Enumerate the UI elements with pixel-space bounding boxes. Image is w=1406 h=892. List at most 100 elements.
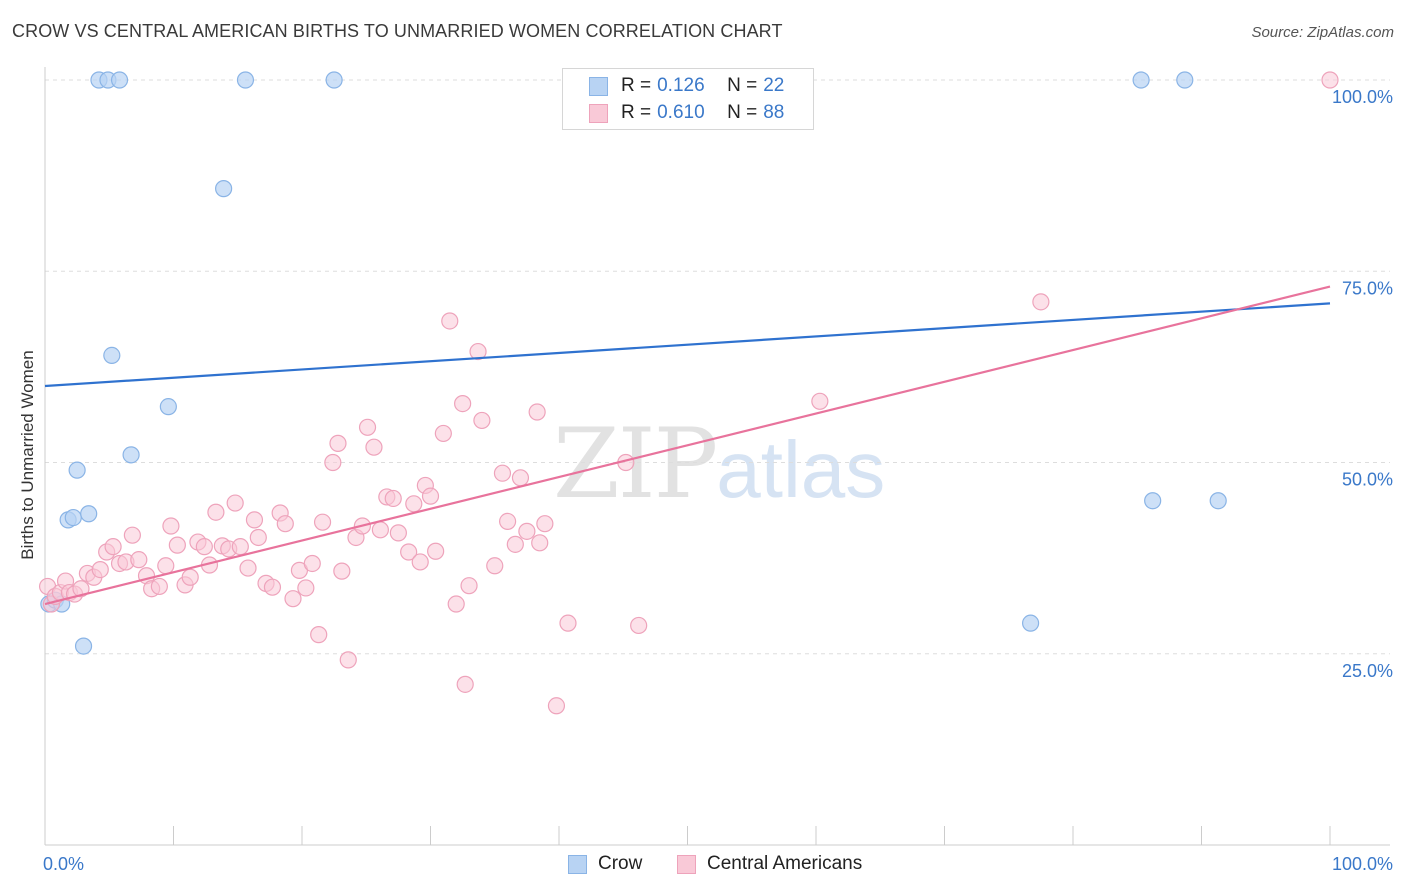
y-tick-label: 100.0% xyxy=(1332,87,1393,107)
central-point xyxy=(511,469,530,487)
central-point xyxy=(469,342,487,361)
central-point xyxy=(162,517,180,535)
series-legend-central: Central Americans xyxy=(677,852,862,876)
crow-point xyxy=(1209,492,1227,510)
central-point xyxy=(150,577,168,596)
crow-point xyxy=(122,446,140,464)
central-point xyxy=(207,503,225,521)
tick-label-layer: 25.0% 50.0% 75.0% 100.0% 0.0% 100.0% xyxy=(43,87,1393,874)
central-point xyxy=(447,595,465,613)
central-point xyxy=(536,515,554,533)
crow-n-value: 22 xyxy=(763,75,785,96)
crow-legend-swatch xyxy=(568,854,587,874)
y-tick-label: 75.0% xyxy=(1342,278,1393,298)
crow-point xyxy=(80,505,98,523)
central-point xyxy=(157,557,175,575)
central-r-label: R = xyxy=(621,102,652,123)
central-point xyxy=(313,513,332,531)
crow-point xyxy=(1144,492,1162,510)
central-point xyxy=(310,626,328,644)
crow-r-label: R = xyxy=(621,75,652,96)
watermark-zip: ZIP xyxy=(553,408,718,520)
central-point xyxy=(226,494,244,512)
central-point xyxy=(421,487,440,505)
watermark: ZIPatlas xyxy=(553,408,885,520)
central-point xyxy=(329,434,347,452)
axis-layer xyxy=(44,67,1390,846)
crow-trend-line xyxy=(44,302,1331,388)
central-legend-label: Central Americans xyxy=(707,853,863,874)
crow-r-value: 0.126 xyxy=(657,75,705,96)
central-n-label: N = xyxy=(727,102,758,123)
central-point xyxy=(473,411,491,430)
crow-point xyxy=(1021,614,1040,632)
crow-swatch xyxy=(589,76,608,96)
central-point xyxy=(1032,293,1050,311)
crow-point xyxy=(236,71,255,89)
central-point xyxy=(630,616,648,635)
central-point xyxy=(506,535,524,553)
central-point xyxy=(456,675,474,693)
crow-point xyxy=(64,508,82,527)
crow-point xyxy=(1176,71,1194,89)
central-point xyxy=(499,512,517,531)
central-point xyxy=(547,697,566,715)
central-point xyxy=(400,543,418,561)
central-swatch xyxy=(589,103,608,123)
source-label: Source: ZipAtlas.com xyxy=(1251,24,1394,41)
central-point xyxy=(486,557,504,575)
central-trend-line xyxy=(44,285,1331,606)
crow-point xyxy=(159,398,177,416)
central-point xyxy=(239,559,257,577)
central-point xyxy=(249,528,267,547)
central-point xyxy=(460,577,478,595)
central-point xyxy=(358,418,377,436)
trend-layer xyxy=(44,285,1331,606)
central-point xyxy=(324,453,342,472)
central-point xyxy=(389,524,407,542)
central-point xyxy=(531,534,549,552)
central-point xyxy=(811,392,829,410)
crow-point xyxy=(215,180,233,198)
crow-point xyxy=(103,346,121,364)
central-point xyxy=(559,614,577,632)
central-point xyxy=(441,312,459,330)
central-point xyxy=(434,424,452,443)
central-point xyxy=(384,489,402,508)
central-point xyxy=(91,560,109,579)
central-point xyxy=(365,438,383,456)
y-tick-label: 50.0% xyxy=(1342,470,1393,490)
x-tick-label: 0.0% xyxy=(43,854,84,874)
watermark-atlas: atlas xyxy=(716,425,886,514)
central-point xyxy=(123,526,141,544)
legend-row-central: R = 0.610 N = 88 xyxy=(589,101,784,125)
central-point xyxy=(231,538,249,556)
central-point xyxy=(297,579,315,597)
central-point xyxy=(263,578,282,596)
central-legend-swatch xyxy=(677,854,696,874)
crow-n-label: N = xyxy=(727,75,758,96)
central-point xyxy=(427,542,445,560)
chart-title: CROW VS CENTRAL AMERICAN BIRTHS TO UNMAR… xyxy=(12,21,783,41)
central-point xyxy=(411,553,429,571)
central-point xyxy=(168,536,186,554)
central-point xyxy=(405,495,423,513)
crow-point xyxy=(110,71,129,89)
central-point xyxy=(518,522,536,540)
central-points xyxy=(38,71,1339,715)
central-point xyxy=(130,551,148,569)
crow-legend-label: Crow xyxy=(598,853,643,874)
crow-point xyxy=(1132,71,1150,89)
y-tick-label: 25.0% xyxy=(1342,661,1393,681)
central-point xyxy=(454,394,472,413)
crow-point xyxy=(325,71,343,89)
central-point xyxy=(284,590,302,608)
central-r-value: 0.610 xyxy=(657,102,705,123)
central-point xyxy=(303,554,321,573)
central-point xyxy=(195,538,213,556)
central-point xyxy=(104,538,122,556)
crow-point xyxy=(74,637,93,655)
central-point xyxy=(245,511,264,529)
central-point xyxy=(493,464,512,482)
